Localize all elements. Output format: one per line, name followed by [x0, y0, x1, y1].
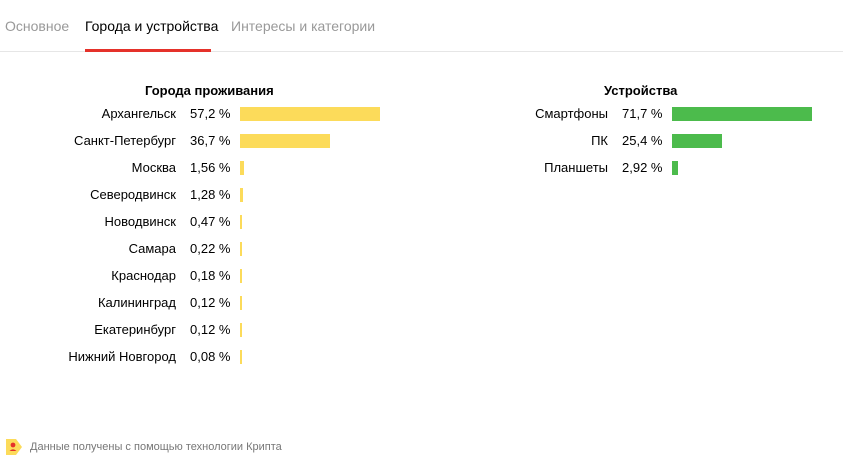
cities-row-label: Самара — [128, 241, 176, 256]
active-tab-indicator — [85, 49, 211, 52]
cities-row-bar — [240, 188, 244, 202]
cities-row: Самара 0,22 % — [0, 241, 843, 268]
devices-row-label: Планшеты — [544, 160, 608, 175]
cities-row: Краснодар 0,18 % — [0, 268, 843, 295]
cities-row: Москва 1,56 % — [0, 160, 843, 187]
cities-row-bar — [240, 269, 242, 283]
cities-row-label: Екатеринбург — [94, 322, 176, 337]
cities-row-label: Новодвинск — [104, 214, 176, 229]
tab-main[interactable]: Основное — [5, 18, 70, 34]
cities-row: Новодвинск 0,47 % — [0, 214, 843, 241]
cities-row-percent: 36,7 % — [190, 133, 231, 148]
cities-row-bar — [240, 161, 244, 175]
devices-row-percent: 25,4 % — [622, 133, 663, 148]
devices-row: ПК 25,4 % — [0, 133, 843, 160]
cities-row: Архангельск 57,2 % — [0, 106, 843, 133]
cities-row: Екатеринбург 0,12 % — [0, 322, 843, 349]
cities-row-percent: 0,18 % — [190, 268, 231, 283]
cities-row-bar — [240, 107, 381, 121]
cities-title: Города проживания — [145, 83, 274, 98]
cities-row-percent: 0,12 % — [190, 322, 231, 337]
cities-row: Нижний Новгород 0,08 % — [0, 349, 843, 376]
footer-text: Данные получены с помощью технологии Кри… — [30, 441, 282, 453]
devices-row-label: Смартфоны — [535, 106, 608, 121]
cities-row-label: Краснодар — [111, 268, 176, 283]
cities-row-label: Архангельск — [101, 106, 176, 121]
cities-row-bar — [240, 242, 242, 256]
tab-bar: Основное Города и устройства Интересы и … — [0, 0, 843, 52]
cities-row-label: Нижний Новгород — [68, 349, 176, 364]
cities-row-percent: 0,08 % — [190, 349, 231, 364]
devices-row-percent: 2,92 % — [622, 160, 663, 175]
cities-row-bar — [240, 350, 242, 364]
krypta-logo-icon — [6, 439, 22, 455]
cities-row-label: Калининград — [97, 295, 176, 310]
cities-row-label: Северодвинск — [90, 187, 176, 202]
cities-row: Санкт-Петербург 36,7 % — [0, 133, 843, 160]
tab-interests-categories[interactable]: Интересы и категории — [231, 18, 376, 34]
cities-row: Северодвинск 1,28 % — [0, 187, 843, 214]
devices-row-bar — [672, 107, 813, 121]
cities-row-label: Москва — [131, 160, 176, 175]
devices-row-bar — [672, 161, 678, 175]
devices-row: Смартфоны 71,7 % — [0, 106, 843, 133]
devices-row-label: ПК — [591, 133, 608, 148]
devices-row-percent: 71,7 % — [622, 106, 663, 121]
devices-title: Устройства — [604, 83, 678, 98]
cities-row-percent: 0,47 % — [190, 214, 231, 229]
cities-row-percent: 57,2 % — [190, 106, 231, 121]
cities-row: Калининград 0,12 % — [0, 295, 843, 322]
cities-row-bar — [240, 134, 330, 148]
devices-row-bar — [672, 134, 722, 148]
cities-row-bar — [240, 296, 242, 310]
cities-row-percent: 1,28 % — [190, 187, 231, 202]
cities-row-bar — [240, 215, 242, 229]
tab-cities-devices[interactable]: Города и устройства — [85, 18, 219, 34]
cities-row-bar — [240, 323, 242, 337]
cities-row-percent: 1,56 % — [190, 160, 231, 175]
cities-row-label: Санкт-Петербург — [74, 133, 176, 148]
cities-row-percent: 0,22 % — [190, 241, 231, 256]
devices-row: Планшеты 2,92 % — [0, 160, 843, 187]
cities-row-percent: 0,12 % — [190, 295, 231, 310]
